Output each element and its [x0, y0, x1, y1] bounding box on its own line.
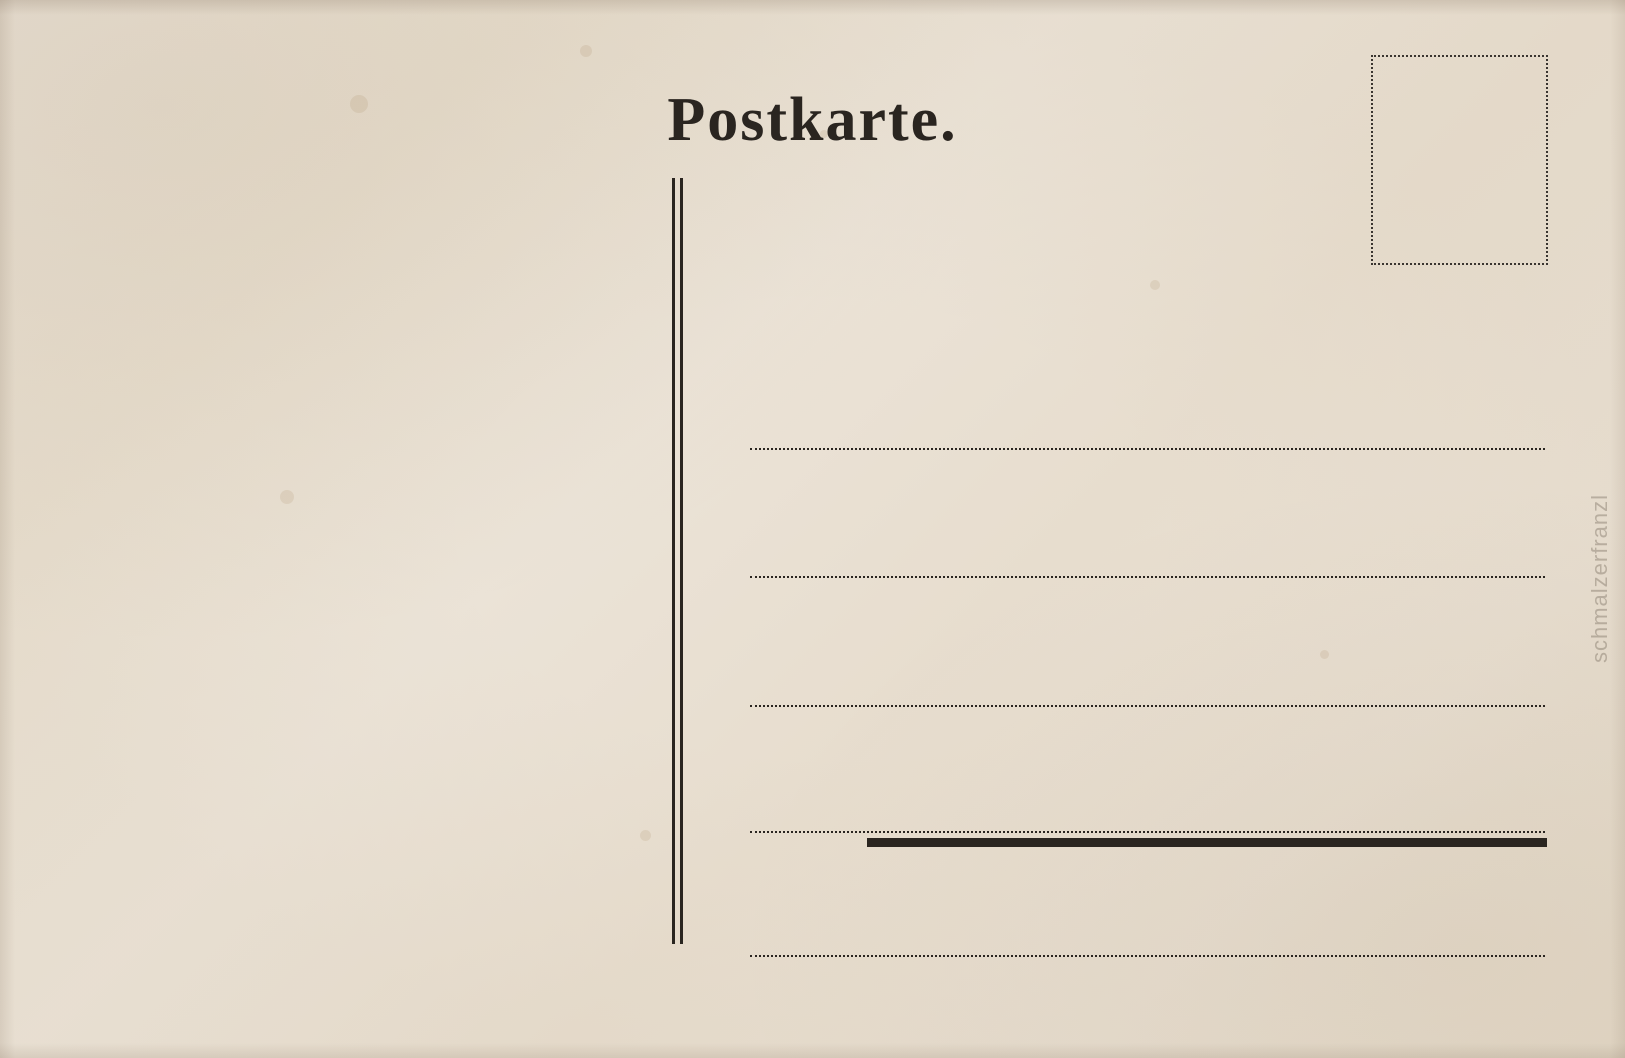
aging-spot [640, 830, 651, 841]
edge-shadow [0, 0, 15, 1058]
edge-shadow [0, 1043, 1625, 1058]
aging-spot [350, 95, 368, 113]
address-line [750, 576, 1545, 578]
address-line [750, 448, 1545, 450]
edge-shadow [0, 0, 1625, 15]
stamp-placeholder [1371, 55, 1548, 265]
postcard-back: Postkarte. schmalzerfranzl [0, 0, 1625, 1058]
aging-spot [1320, 650, 1329, 659]
center-divider-left [672, 178, 675, 944]
watermark-text: schmalzerfranzl [1587, 494, 1613, 663]
address-line [750, 955, 1545, 957]
address-line [750, 831, 1545, 833]
address-line [750, 705, 1545, 707]
aging-spot [280, 490, 294, 504]
aging-spot [1150, 280, 1160, 290]
city-underline [867, 838, 1547, 847]
center-divider-right [680, 178, 683, 944]
aging-spot [580, 45, 592, 57]
postcard-title: Postkarte. [667, 85, 957, 156]
